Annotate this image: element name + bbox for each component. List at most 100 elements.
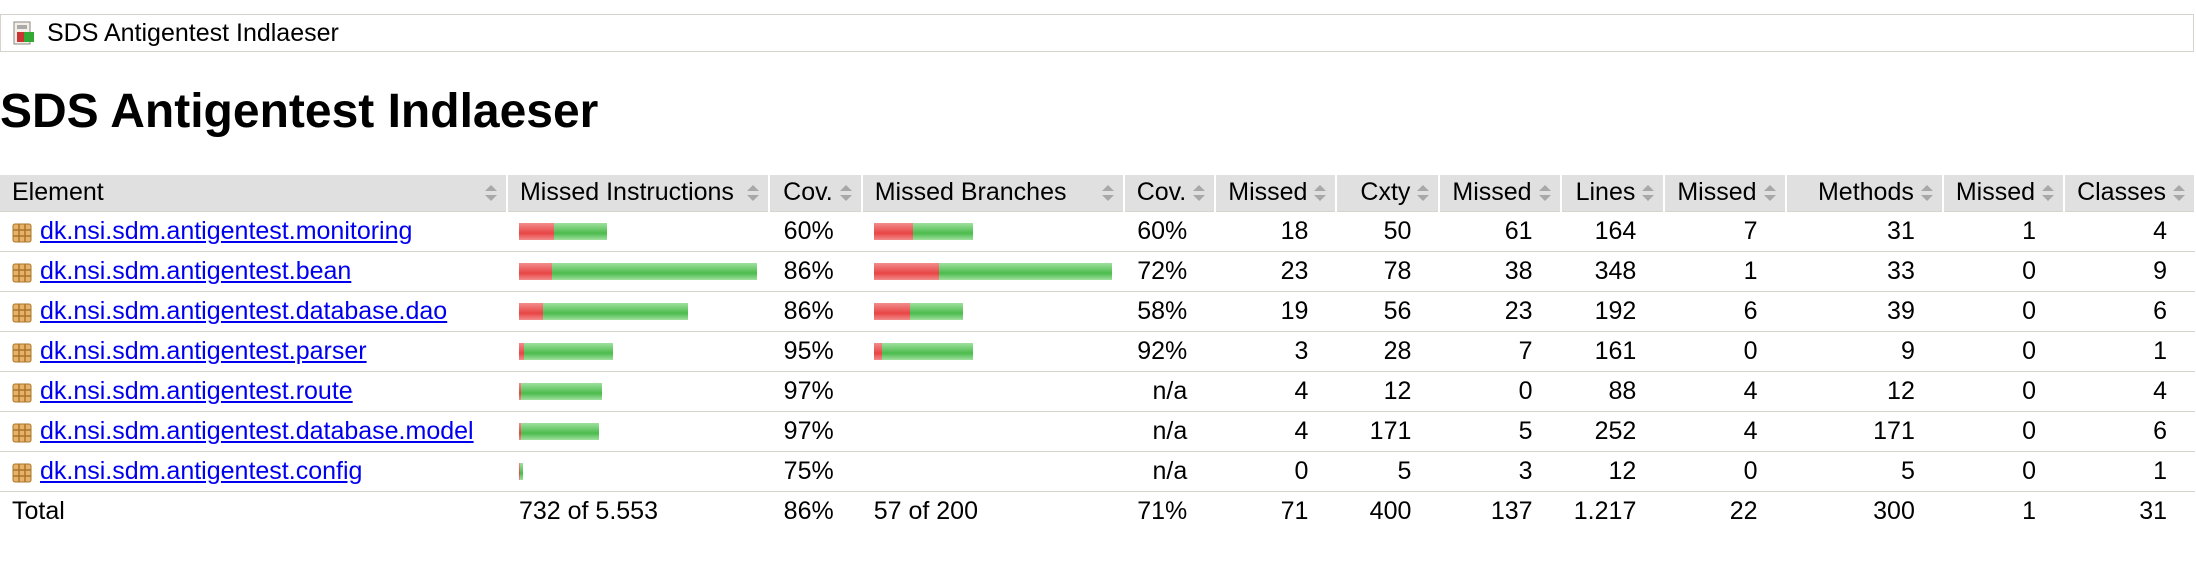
package-icon (12, 223, 32, 242)
counter-cell: 4 (1215, 411, 1337, 452)
covered-bar (912, 223, 974, 241)
branches-bar-cell (861, 251, 1124, 292)
element-cell: dk.nsi.sdm.antigentest.database.model (0, 411, 507, 452)
total-branches-coverage: 71% (1123, 490, 1216, 531)
column-header[interactable]: Lines (1560, 175, 1666, 212)
covered-bar (552, 263, 757, 281)
column-header-text: Missed (1677, 178, 1757, 207)
package-link[interactable]: dk.nsi.sdm.antigentest.monitoring (40, 216, 413, 245)
sort-icon (1193, 185, 1206, 201)
instructions-bar-cell (506, 411, 769, 452)
counter-cell: 18 (1215, 211, 1337, 252)
sort-icon (1417, 185, 1430, 201)
column-header-text: Cov. (783, 178, 833, 207)
covered-bar (554, 223, 608, 241)
counter-cell: 12 (1336, 371, 1440, 412)
counter-cell: 31 (1785, 211, 1943, 252)
package-link[interactable]: dk.nsi.sdm.antigentest.config (40, 456, 363, 485)
counter-cell: 39 (1785, 291, 1943, 332)
instructions-coverage: 60% (768, 211, 862, 252)
counter-cell: 5 (1439, 411, 1561, 452)
element-cell: dk.nsi.sdm.antigentest.database.dao (0, 291, 507, 332)
missed-bar (518, 423, 522, 441)
total-counter: 1.217 (1560, 490, 1665, 531)
column-header[interactable]: Missed (1664, 175, 1787, 212)
counter-cell: 56 (1336, 291, 1440, 332)
counter-cell: 0 (1439, 371, 1561, 412)
counter-cell: 5 (1336, 451, 1440, 492)
total-row: Total 732 of 5.553 86% 57 of 200 71% 71 400 137… (0, 490, 2195, 531)
counter-cell: 0 (1215, 451, 1337, 492)
counter-cell: 50 (1336, 211, 1440, 252)
counter-cell: 0 (1942, 371, 2065, 412)
element-cell: dk.nsi.sdm.antigentest.monitoring (0, 211, 507, 252)
counter-cell: 23 (1215, 251, 1337, 292)
sort-icon (746, 185, 759, 201)
element-cell: dk.nsi.sdm.antigentest.bean (0, 251, 507, 292)
sort-icon (1101, 185, 1114, 201)
counter-cell: 171 (1336, 411, 1440, 452)
missed-bar (518, 263, 553, 281)
counter-cell: 0 (1942, 411, 2065, 452)
table-row: dk.nsi.sdm.antigentest.monitoring 60% 60% 1… (0, 211, 2195, 252)
counter-cell: 4 (2064, 371, 2195, 412)
counter-cell: 1 (1942, 211, 2065, 252)
instructions-coverage: 75% (768, 451, 862, 492)
column-header[interactable]: Cxty (1336, 175, 1441, 212)
total-counter: 1 (1942, 490, 2065, 531)
total-instructions-coverage: 86% (768, 490, 862, 531)
instructions-bar-cell (506, 291, 769, 332)
counter-cell: 38 (1439, 251, 1561, 292)
instructions-coverage: 97% (768, 411, 862, 452)
column-header[interactable]: Missed Instructions (506, 175, 770, 212)
counter-cell: 1 (2064, 451, 2195, 492)
counter-cell: 3 (1215, 331, 1337, 372)
counter-cell: 0 (1664, 451, 1786, 492)
covered-bar (542, 303, 689, 321)
branches-coverage: 92% (1123, 331, 1216, 372)
breadcrumb: SDS Antigentest Indlaeser (0, 14, 2194, 52)
covered-bar (521, 423, 599, 441)
package-icon (12, 463, 32, 482)
package-icon (12, 263, 32, 282)
counter-cell: 33 (1785, 251, 1943, 292)
counter-cell: 0 (1664, 331, 1786, 372)
total-counter: 400 (1336, 490, 1440, 531)
table-row: dk.nsi.sdm.antigentest.database.model 97%… (0, 411, 2195, 452)
column-header[interactable]: Element (0, 175, 508, 212)
package-link[interactable]: dk.nsi.sdm.antigentest.route (40, 376, 353, 405)
branches-coverage: n/a (1123, 371, 1216, 412)
missed-bar (518, 463, 521, 481)
column-header[interactable]: Missed (1439, 175, 1562, 212)
table-row: dk.nsi.sdm.antigentest.database.dao 86% 58… (0, 291, 2195, 332)
instructions-coverage: 97% (768, 371, 862, 412)
sort-icon (839, 185, 852, 201)
package-icon (12, 343, 32, 362)
counter-cell: 171 (1785, 411, 1943, 452)
column-header[interactable]: Classes (2064, 175, 2196, 212)
counter-cell: 192 (1560, 291, 1665, 332)
package-link[interactable]: dk.nsi.sdm.antigentest.parser (40, 336, 367, 365)
branches-bar-cell (861, 451, 1124, 492)
column-header[interactable]: Missed Branches (861, 175, 1125, 212)
package-link[interactable]: dk.nsi.sdm.antigentest.bean (40, 256, 352, 285)
counter-cell: 4 (1664, 371, 1786, 412)
package-link[interactable]: dk.nsi.sdm.antigentest.database.model (40, 416, 474, 445)
package-link[interactable]: dk.nsi.sdm.antigentest.database.dao (40, 296, 448, 325)
counter-cell: 0 (1942, 291, 2065, 332)
column-header[interactable]: Missed (1215, 175, 1338, 212)
total-counter: 71 (1215, 490, 1337, 531)
column-header[interactable]: Cov. (768, 175, 863, 212)
column-header[interactable]: Missed (1942, 175, 2066, 212)
column-header[interactable]: Cov. (1123, 175, 1217, 212)
element-cell: dk.nsi.sdm.antigentest.parser (0, 331, 507, 372)
instructions-bar-cell (506, 251, 769, 292)
total-branches: 57 of 200 (861, 490, 1124, 531)
missed-bar (518, 383, 522, 401)
instructions-bar-cell (506, 451, 769, 492)
covered-bar (939, 263, 1112, 281)
header-row: Element Missed Instructions Cov. Missed Bra… (0, 175, 2196, 212)
column-header[interactable]: Methods (1785, 175, 1944, 212)
counter-cell: 6 (2064, 291, 2195, 332)
instructions-bar-cell (506, 211, 769, 252)
